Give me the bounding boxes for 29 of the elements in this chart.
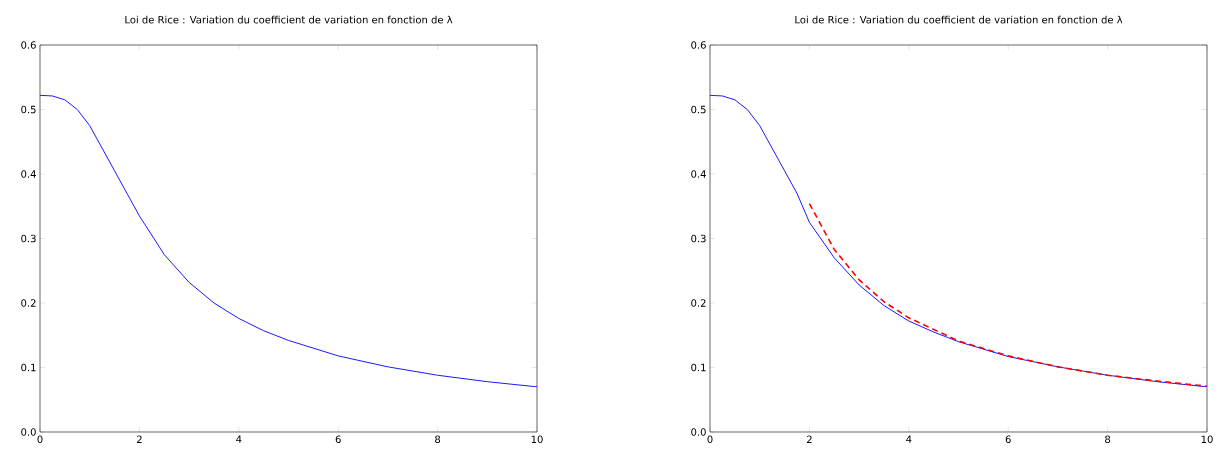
y-tick-label: 0.6	[691, 41, 706, 49]
y-tick-label: 0.5	[691, 105, 706, 114]
y-tick-label: 0.3	[691, 234, 706, 243]
line-series	[808, 202, 1208, 387]
x-tick-label: 8	[435, 435, 441, 444]
x-tick-label: 0	[37, 435, 43, 444]
y-tick-label: 0.0	[21, 428, 36, 436]
y-tick-label: 0.5	[21, 105, 36, 114]
y-tick-label: 0.1	[691, 363, 706, 372]
y-tick-label: 0.4	[21, 170, 36, 178]
y-tick-label: 0.3	[21, 234, 36, 243]
y-tick-label: 0.4	[691, 170, 706, 178]
y-tick-label: 0.1	[21, 363, 36, 372]
x-tick-label: 0	[707, 435, 713, 444]
x-tick-label: 4	[906, 435, 912, 443]
x-tick-label: 8	[1105, 435, 1111, 444]
x-tick-label: 6	[335, 435, 341, 444]
x-tick-label: 4	[236, 435, 242, 443]
x-tick-label: 2	[806, 435, 812, 443]
y-tick-label: 0.2	[691, 299, 706, 307]
chart-title: Loi de Rice : Variation du coefficient de variation en fonction de λ	[125, 15, 453, 24]
x-tick-label: 10	[1201, 435, 1213, 444]
x-tick-label: 2	[136, 435, 142, 443]
y-tick-label: 0.6	[21, 41, 36, 49]
chart-title: Loi de Rice : Variation du coefficient de variation en fonction de λ	[795, 15, 1123, 24]
x-tick-label: 10	[531, 435, 543, 444]
y-tick-label: 0.2	[21, 299, 36, 307]
y-tick-label: 0.0	[691, 428, 706, 436]
x-tick-label: 6	[1005, 435, 1011, 444]
